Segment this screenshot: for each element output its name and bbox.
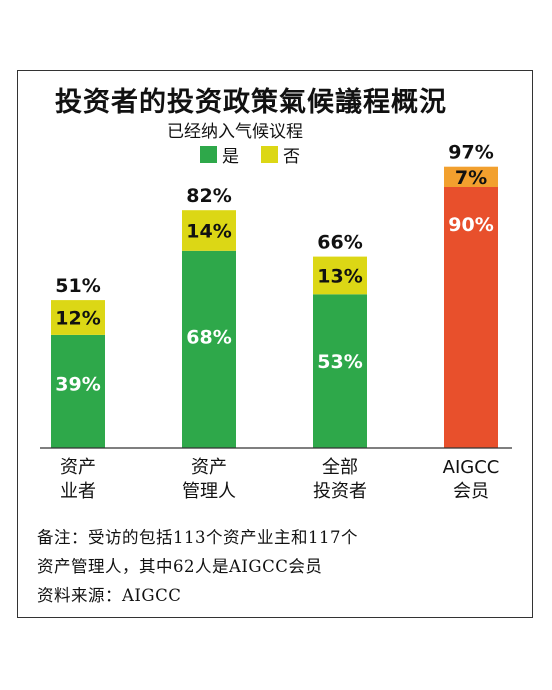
legend-label-yes: 是 bbox=[222, 146, 239, 167]
bar-no-2 bbox=[182, 210, 236, 251]
data-label-yes-1: 39% bbox=[55, 374, 100, 396]
data-label-yes-2: 68% bbox=[186, 327, 231, 349]
data-label-no-4: 7% bbox=[455, 167, 487, 189]
category-label-2-line-1: 资产 bbox=[191, 457, 227, 478]
legend: 是 否 bbox=[200, 142, 322, 167]
data-label-yes-4: 90% bbox=[448, 214, 493, 236]
legend-item-yes: 是 bbox=[200, 142, 239, 167]
bar-yes-4 bbox=[444, 187, 498, 448]
data-label-no-2: 14% bbox=[186, 221, 231, 243]
category-label-1-line-2: 业者 bbox=[60, 481, 96, 502]
category-label-2-line-2: 管理人 bbox=[182, 481, 236, 502]
note-line-1: 备注：受访的包括113个资产业主和117个 bbox=[37, 528, 358, 547]
category-label-3-line-1: 全部 bbox=[322, 457, 358, 478]
data-label-no-3: 13% bbox=[317, 265, 362, 287]
legend-item-no: 否 bbox=[261, 142, 300, 167]
total-label-1: 51% bbox=[55, 275, 100, 297]
bar-yes-3 bbox=[313, 294, 367, 448]
data-label-yes-3: 53% bbox=[317, 351, 362, 373]
total-label-4: 97% bbox=[448, 142, 493, 164]
note-line-2: 资产管理人，其中62人是AIGCC会员 bbox=[37, 557, 323, 576]
total-label-3: 66% bbox=[317, 232, 362, 254]
bar-yes-2 bbox=[182, 250, 236, 448]
bar-no-1 bbox=[51, 300, 105, 335]
category-label-4-line-1: AIGCC bbox=[443, 457, 500, 478]
bar-no-4 bbox=[444, 166, 498, 187]
bar-yes-1 bbox=[51, 334, 105, 448]
chart-subtitle: 已经纳入气候议程 bbox=[167, 122, 303, 142]
category-label-3-line-2: 投资者 bbox=[313, 481, 367, 502]
data-label-no-1: 12% bbox=[55, 308, 100, 330]
category-label-4-line-2: 会员 bbox=[453, 481, 489, 502]
chart-title: 投资者的投资政策氣候議程概況 bbox=[55, 87, 447, 118]
source-note: 资料来源：AIGCC bbox=[37, 586, 182, 605]
bar-no-3 bbox=[313, 256, 367, 295]
category-label-1-line-1: 资产 bbox=[60, 457, 96, 478]
total-label-2: 82% bbox=[186, 185, 231, 207]
legend-swatch-yes bbox=[200, 145, 217, 163]
legend-swatch-no bbox=[261, 145, 278, 163]
legend-label-no: 否 bbox=[283, 146, 300, 167]
